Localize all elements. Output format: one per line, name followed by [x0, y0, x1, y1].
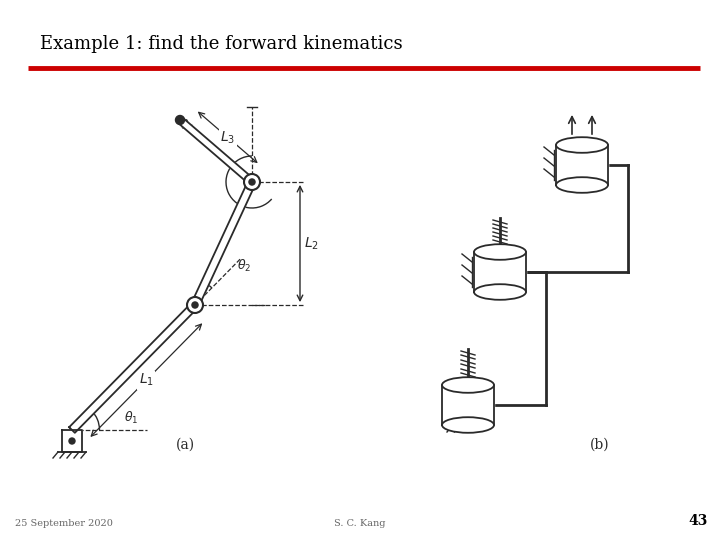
Polygon shape — [474, 252, 526, 292]
Text: S. C. Kang: S. C. Kang — [334, 519, 386, 528]
Text: $L_1$: $L_1$ — [139, 372, 154, 388]
Circle shape — [69, 438, 75, 444]
Circle shape — [244, 174, 260, 190]
Polygon shape — [62, 430, 82, 452]
Ellipse shape — [556, 177, 608, 193]
Text: $\theta_1$: $\theta_1$ — [124, 410, 138, 426]
Text: 43: 43 — [688, 514, 708, 528]
Circle shape — [187, 297, 203, 313]
Polygon shape — [442, 385, 494, 425]
Text: $L_3$: $L_3$ — [220, 129, 235, 146]
Ellipse shape — [556, 137, 608, 153]
Ellipse shape — [474, 284, 526, 300]
Ellipse shape — [474, 244, 526, 260]
Text: Example 1: find the forward kinematics: Example 1: find the forward kinematics — [40, 35, 402, 53]
Text: (a): (a) — [176, 438, 194, 452]
Polygon shape — [556, 145, 608, 185]
Circle shape — [192, 302, 198, 308]
Text: (b): (b) — [590, 438, 610, 452]
Text: $\theta_2$: $\theta_2$ — [237, 258, 251, 274]
Polygon shape — [69, 302, 198, 433]
Ellipse shape — [442, 417, 494, 433]
Text: $L_2$: $L_2$ — [304, 235, 319, 252]
Polygon shape — [192, 180, 256, 307]
Circle shape — [249, 179, 255, 185]
Text: 25 September 2020: 25 September 2020 — [15, 519, 113, 528]
Text: $\theta_3$: $\theta_3$ — [180, 118, 194, 134]
Polygon shape — [178, 117, 254, 185]
Ellipse shape — [442, 377, 494, 393]
Circle shape — [176, 116, 184, 125]
